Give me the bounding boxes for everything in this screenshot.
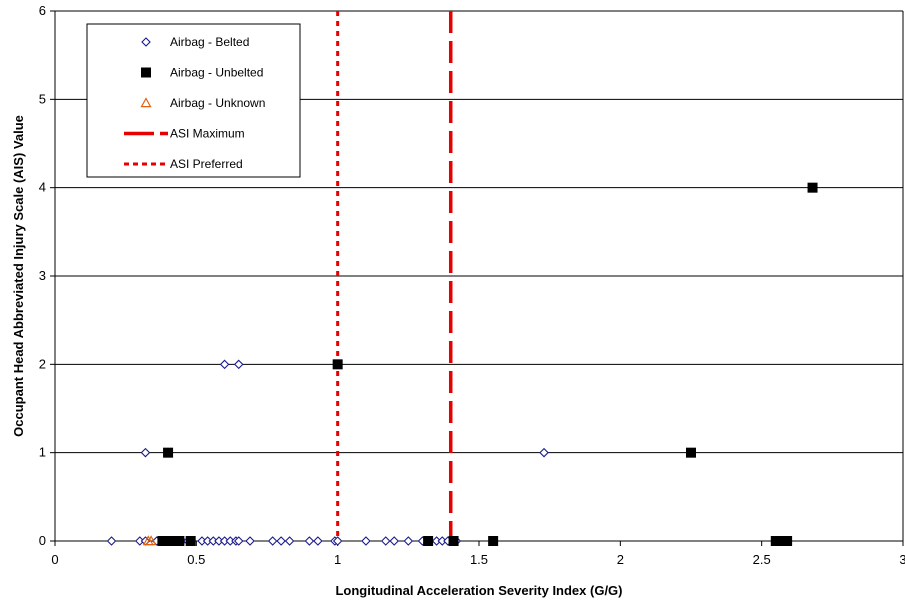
legend-symbol bbox=[140, 97, 152, 108]
y-tick-label: 2 bbox=[39, 356, 46, 371]
y-tick-label: 0 bbox=[39, 533, 46, 548]
data-point bbox=[807, 182, 818, 193]
data-point bbox=[245, 536, 255, 546]
data-point bbox=[233, 359, 244, 370]
legend-symbol bbox=[141, 37, 151, 47]
x-tick-label: 0 bbox=[51, 552, 58, 567]
data-point bbox=[163, 536, 174, 546]
reference-lines bbox=[336, 11, 453, 541]
legend-label: Airbag - Unbelted bbox=[170, 66, 263, 80]
data-point bbox=[782, 536, 793, 546]
gridlines bbox=[55, 10, 903, 454]
data-point bbox=[233, 536, 244, 546]
y-tick-label: 1 bbox=[39, 445, 46, 460]
y-axis-title: Occupant Head Abbreviated Injury Scale (… bbox=[11, 115, 26, 437]
data-point bbox=[140, 447, 151, 458]
y-tick-label: 5 bbox=[39, 91, 46, 106]
data-point bbox=[403, 536, 414, 546]
data-point bbox=[276, 536, 286, 546]
x-tick-label: 1.5 bbox=[470, 552, 488, 567]
data-point bbox=[219, 359, 230, 370]
data-point bbox=[163, 447, 174, 458]
data-point bbox=[776, 536, 787, 546]
legend-box bbox=[86, 23, 301, 178]
data-point bbox=[389, 536, 399, 546]
data-point bbox=[488, 536, 499, 546]
data-point bbox=[686, 447, 696, 458]
data-point bbox=[770, 536, 781, 546]
data-point bbox=[332, 536, 343, 546]
data-point bbox=[157, 536, 168, 546]
legend-label: ASI Preferred bbox=[170, 157, 243, 171]
data-points bbox=[106, 182, 818, 546]
data-point bbox=[304, 536, 315, 546]
tick-labels: 0 1 2 3 4 5 6 0 0.5 1 1.5 2 2.5 3 bbox=[39, 3, 905, 567]
x-axis-title: Longitudinal Acceleration Severity Index… bbox=[335, 583, 622, 598]
x-tick-label: 0.5 bbox=[187, 552, 205, 567]
legend-label: Airbag - Belted bbox=[170, 35, 249, 49]
data-point bbox=[145, 535, 157, 546]
legend-label: Airbag - Unknown bbox=[170, 96, 265, 110]
data-point bbox=[174, 536, 185, 546]
data-point bbox=[423, 536, 434, 546]
data-point bbox=[448, 536, 459, 546]
data-point bbox=[185, 536, 196, 546]
legend-items: Airbag - Belted Airbag - Unbelted Airbag -… bbox=[124, 35, 265, 171]
data-point bbox=[332, 359, 343, 370]
legend: Airbag - Belted Airbag - Unbelted Airbag -… bbox=[86, 23, 301, 178]
data-point bbox=[313, 536, 323, 546]
axes bbox=[50, 10, 904, 546]
x-tick-label: 2 bbox=[617, 552, 624, 567]
y-tick-label: 3 bbox=[39, 268, 46, 283]
x-tick-label: 2.5 bbox=[753, 552, 771, 567]
data-point bbox=[539, 447, 549, 458]
y-tick-label: 4 bbox=[39, 180, 46, 195]
legend-label: ASI Maximum bbox=[170, 127, 245, 141]
legend-symbol bbox=[141, 67, 151, 78]
series-airbag-unknown bbox=[142, 535, 157, 546]
x-tick-label: 1 bbox=[334, 552, 341, 567]
series-airbag-unbelted bbox=[157, 182, 818, 546]
data-point bbox=[361, 536, 371, 546]
data-point bbox=[284, 536, 295, 546]
data-point bbox=[267, 536, 278, 546]
data-point bbox=[380, 536, 391, 546]
x-tick-label: 3 bbox=[899, 552, 905, 567]
y-tick-label: 6 bbox=[39, 3, 46, 18]
data-point bbox=[106, 536, 117, 546]
